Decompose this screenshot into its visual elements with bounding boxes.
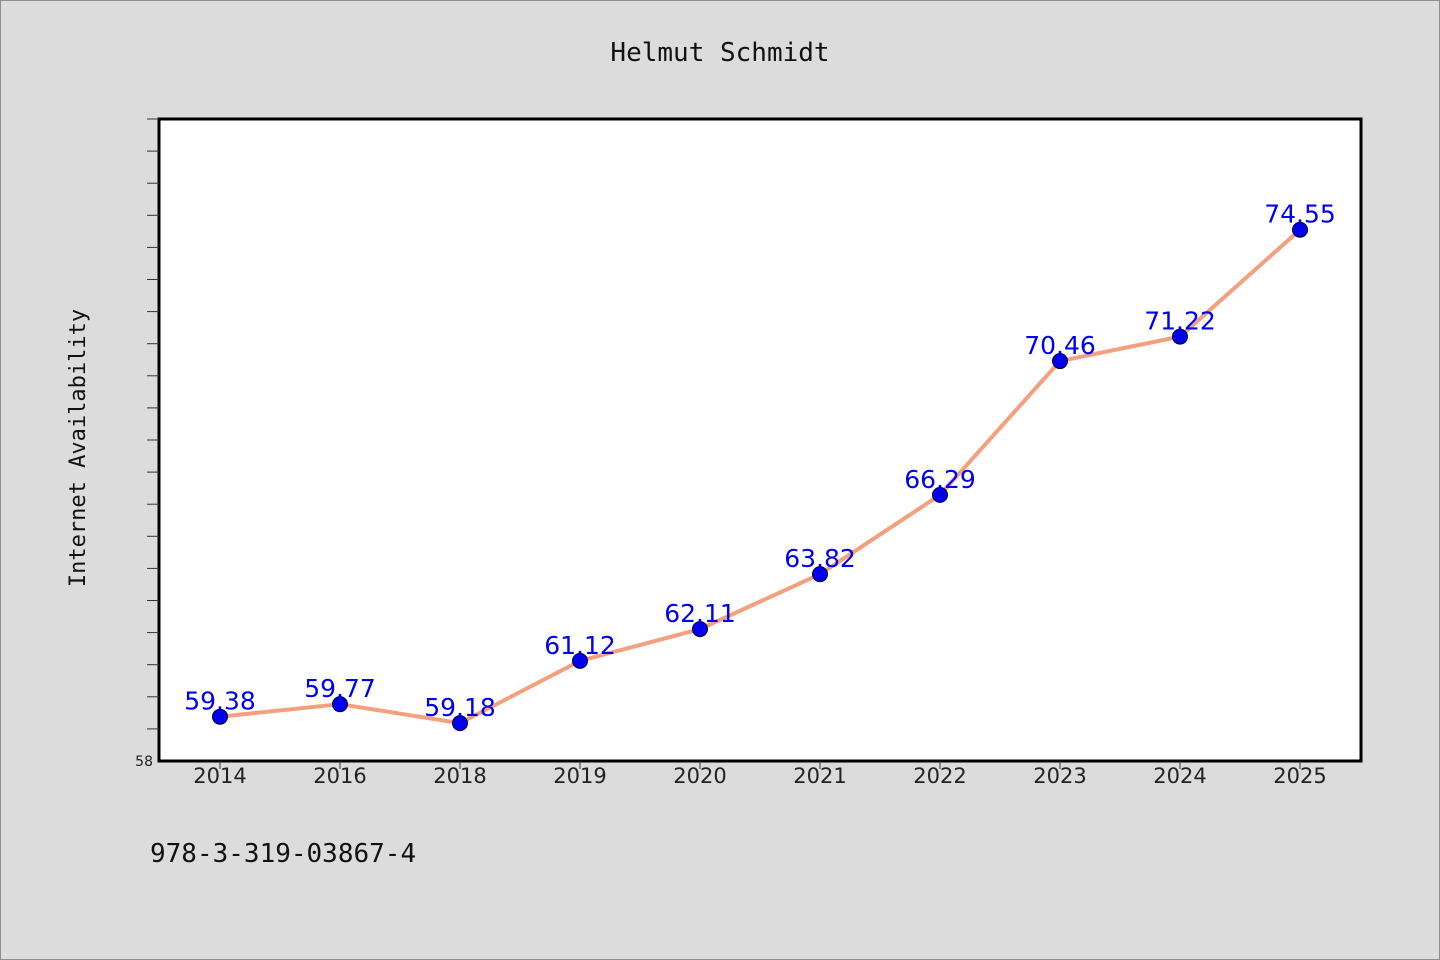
x-tick-label: 2018 [433, 764, 486, 788]
x-tick-label: 2014 [193, 764, 246, 788]
data-point [572, 652, 588, 669]
data-point [212, 708, 228, 725]
x-tick-label: 2020 [673, 764, 726, 788]
data-label: 74.55 [1264, 200, 1336, 229]
data-label: 71.22 [1144, 307, 1216, 336]
data-label: 62.11 [664, 599, 736, 628]
x-tick-label: 2025 [1273, 764, 1326, 788]
data-label: 70.46 [1024, 331, 1096, 360]
data-markers [212, 221, 1308, 732]
data-label: 59.77 [304, 674, 376, 703]
footer-isbn: 978-3-319-03867-4 [150, 839, 416, 869]
data-point [452, 715, 468, 732]
y-tick-label: 58 [135, 754, 153, 770]
x-tick-label: 2021 [793, 764, 846, 788]
data-point [332, 696, 348, 713]
data-point [812, 566, 828, 583]
data-label: 63.82 [784, 544, 856, 573]
data-point [1292, 221, 1308, 238]
x-tick-label: 2019 [553, 764, 606, 788]
x-tick-label: 2024 [1153, 764, 1206, 788]
series-lines [219, 228, 1302, 726]
chart-title: Helmut Schmidt [610, 38, 829, 68]
data-point [1052, 353, 1068, 370]
data-label: 61.12 [544, 631, 616, 660]
x-axis-ticks: 2014 2016 2018 2019 2020 2021 2022 2023 2024 2025 [193, 761, 1327, 788]
data-point [932, 486, 948, 503]
x-tick-label: 2023 [1033, 764, 1086, 788]
data-label: 59.38 [184, 687, 256, 716]
series-line [219, 228, 1302, 726]
y-axis-ticks: 58 [135, 118, 159, 770]
data-label: 66.29 [904, 465, 976, 494]
data-point [692, 621, 708, 638]
data-point [1172, 328, 1188, 345]
data-label: 59.18 [424, 693, 496, 722]
x-tick-label: 2022 [913, 764, 966, 788]
x-tick-label: 2016 [313, 764, 366, 788]
data-labels: 59.38 59.77 59.18 61.12 62.11 63.82 66.29 70.46… [184, 200, 1336, 722]
y-axis-label: Internet Availability [66, 309, 91, 587]
plot-area [157, 117, 1363, 763]
